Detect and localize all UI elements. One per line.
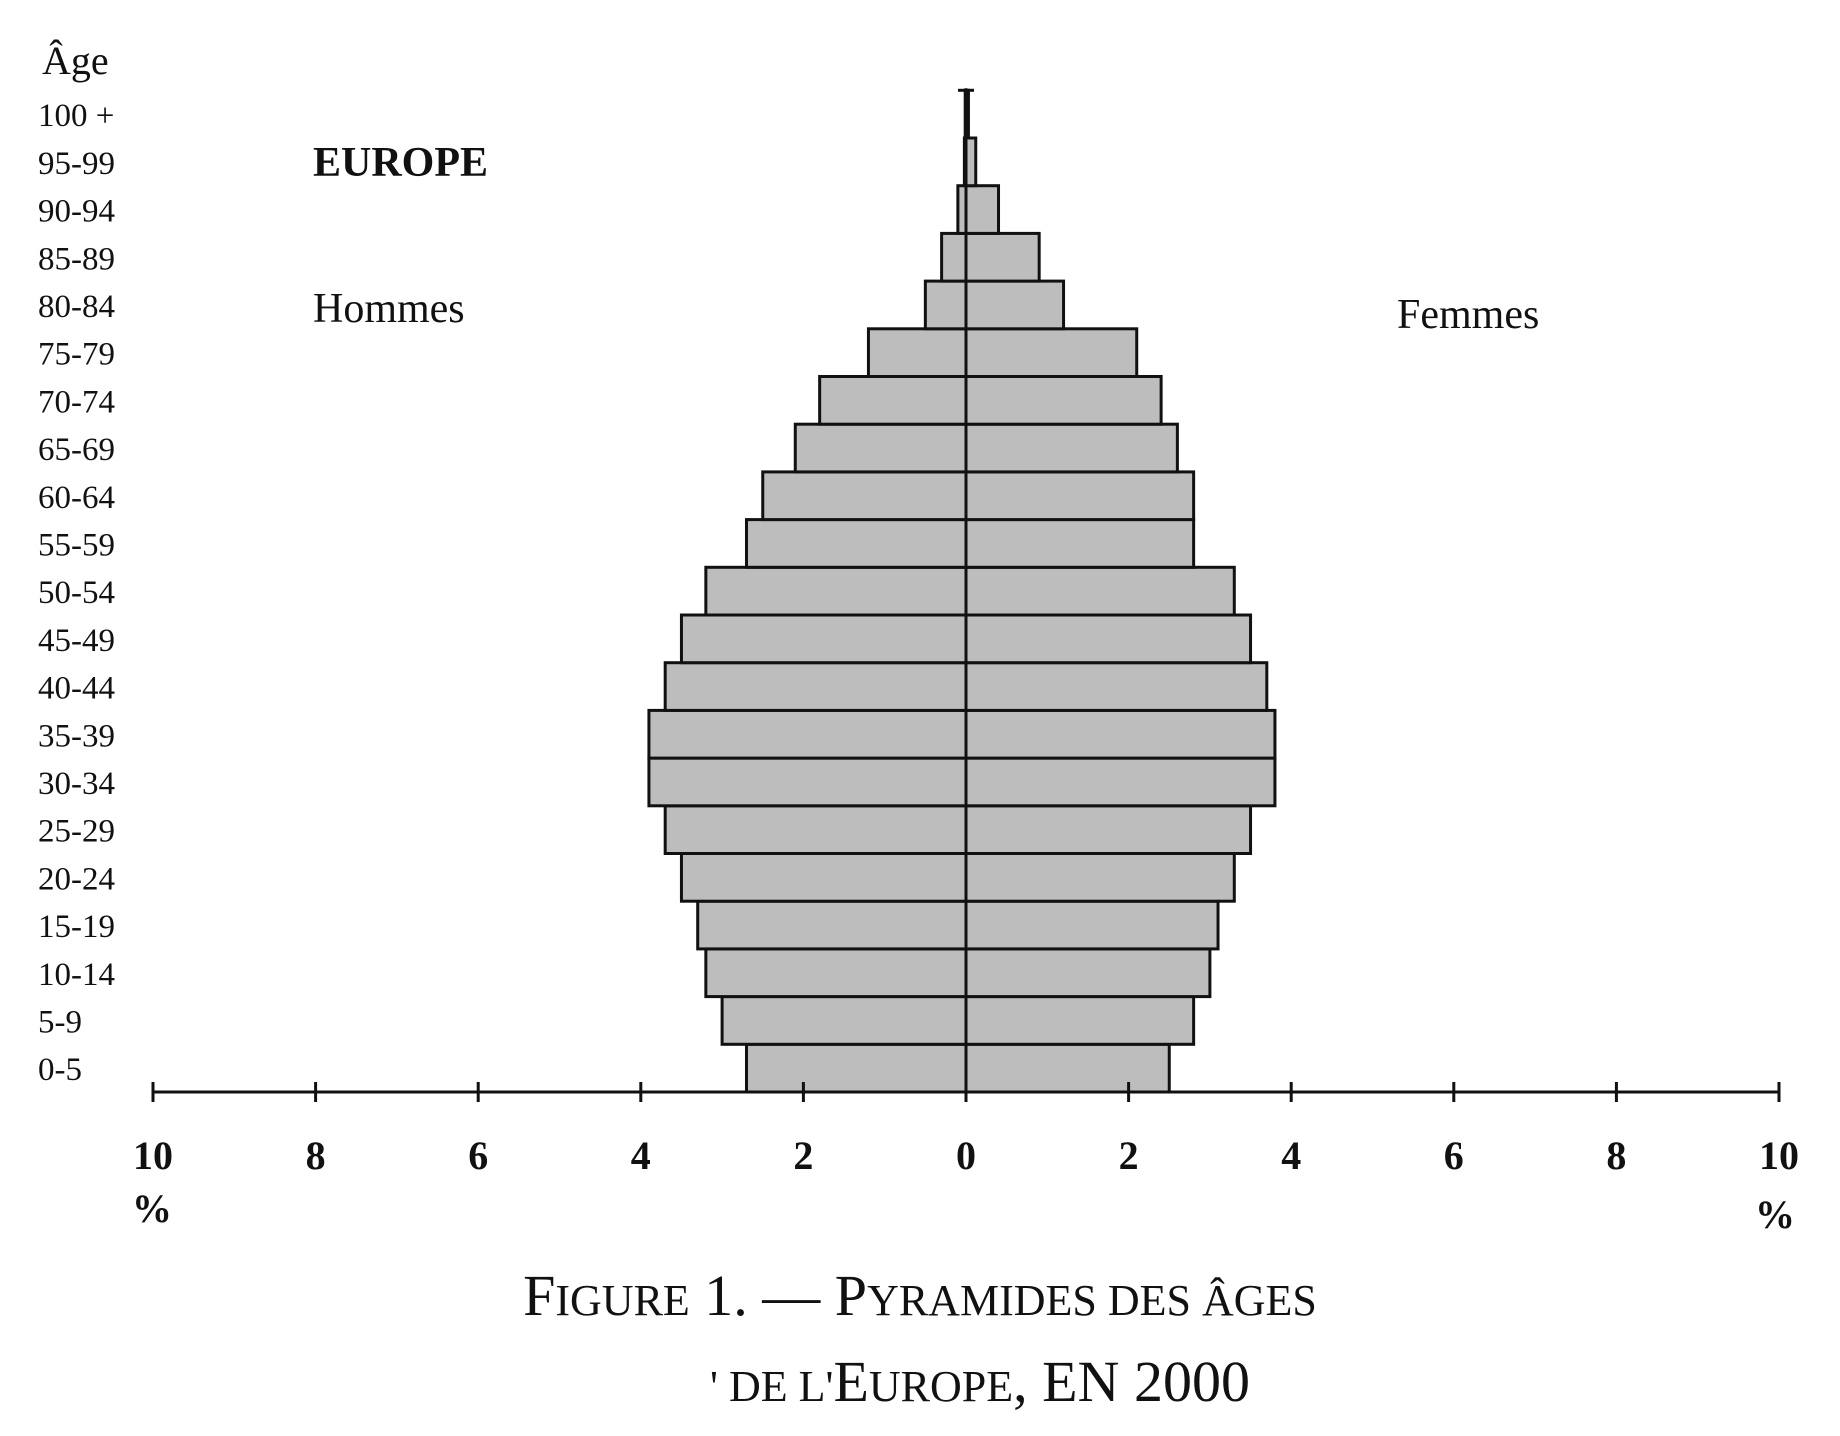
bar-femmes-0-5 [964,1042,1171,1094]
bar-femmes-70-74 [964,375,1163,426]
age-label-0-5: 0-5 [38,1052,82,1088]
unit-label-right: % [1755,1192,1795,1237]
age-label-60-64: 60-64 [38,480,115,516]
bar-femmes-65-69 [964,422,1179,474]
caption-small-caps-igure: IGURE [555,1276,690,1325]
age-label-70-74: 70-74 [38,384,115,420]
bar-hommes-40-44 [663,661,968,712]
bar-femmes-10-14 [964,947,1212,999]
bar-hommes-35-39 [647,708,968,760]
age-label-90-94: 90-94 [38,194,115,230]
bar-hommes-0-5 [744,1042,968,1094]
x-tick-label-2: 6 [468,1133,488,1178]
bar-hommes-70-74 [818,375,968,426]
age-label-20-24: 20-24 [38,861,115,897]
bar-femmes-85-89 [964,231,1041,283]
bar-hommes-45-49 [679,613,968,665]
bar-hommes-55-59 [744,518,968,569]
bar-femmes-35-39 [964,708,1277,760]
bars-group [647,88,1277,1094]
bar-hommes-25-29 [663,804,968,855]
bar-femmes-55-59 [964,518,1196,569]
unit-label-left: % [132,1186,172,1231]
left-side-label-hommes: Hommes [313,286,465,332]
figure-caption-line-1: FIGURE 1. — PYRAMIDES DES ÂGES [0,1262,1840,1329]
x-tick-label-0: 10 [133,1133,173,1178]
caption-small-caps-pyramides: YRAMIDES DES ÂGES [867,1276,1317,1325]
x-tick-label-10: 10 [1759,1133,1799,1178]
caption-year: , EN 2000 [1013,1349,1250,1414]
bar-femmes-40-44 [964,661,1269,712]
right-side-label-femmes: Femmes [1397,292,1539,338]
age-label-55-59: 55-59 [38,527,115,563]
age-label-25-29: 25-29 [38,814,115,850]
age-label-50-54: 50-54 [38,575,115,611]
age-label-65-69: 65-69 [38,432,115,468]
bar-hommes-65-69 [793,422,968,474]
age-label-5-9: 5-9 [38,1004,82,1040]
bar-hommes-80-84 [923,279,968,331]
bar-femmes-75-79 [964,327,1139,378]
age-label-100: 100 + [38,98,114,134]
age-label-10-14: 10-14 [38,957,115,993]
caption-line2-prefix: ' DE L' [710,1362,834,1411]
age-label-40-44: 40-44 [38,671,115,707]
bar-hommes-50-54 [704,565,968,617]
age-label-95-99: 95-99 [38,146,115,182]
bar-femmes-50-54 [964,565,1236,617]
bar-femmes-80-84 [964,279,1066,331]
x-tick-label-5: 0 [956,1133,976,1178]
age-axis-title: Âge [42,38,109,83]
bar-hommes-75-79 [866,327,968,378]
bar-femmes-20-24 [964,852,1236,903]
age-label-85-89: 85-89 [38,241,115,277]
bar-hommes-85-89 [940,231,968,283]
x-tick-label-3: 4 [631,1133,651,1178]
bar-femmes-90-94 [964,184,1001,235]
bar-hommes-10-14 [704,947,968,999]
caption-cap-f: F [523,1263,556,1328]
bar-femmes-15-19 [964,899,1220,951]
x-tick-label-8: 6 [1444,1133,1464,1178]
bar-hommes-30-34 [647,756,968,808]
figure-caption-line-2: ' DE L'EUROPE, EN 2000 [0,1348,1840,1415]
bar-femmes-5-9 [964,995,1196,1046]
bar-femmes-45-49 [964,613,1253,665]
caption-cap-e: E [833,1349,869,1414]
age-label-30-34: 30-34 [38,766,115,802]
bar-femmes-30-34 [964,756,1277,808]
caption-number: 1. — [689,1263,835,1328]
caption-cap-p: P [834,1263,868,1328]
x-tick-label-6: 2 [1119,1133,1139,1178]
age-labels-group: 0-5 5-9 10-14 15-19 20-24 25-29 30-34 35-39 40-4… [38,98,115,1088]
bar-hommes-20-24 [679,852,968,903]
bar-hommes-15-19 [696,899,968,951]
bar-femmes-25-29 [964,804,1253,855]
age-label-45-49: 45-49 [38,623,115,659]
x-axis: 10 8 6 4 2 0 2 4 6 8 10 [133,88,1799,1178]
x-tick-label-9: 8 [1606,1133,1626,1178]
x-tick-label-7: 4 [1281,1133,1301,1178]
age-label-35-39: 35-39 [38,718,115,754]
bar-hommes-5-9 [720,995,968,1046]
age-label-75-79: 75-79 [38,337,115,373]
bar-hommes-60-64 [761,470,968,522]
x-tick-label-4: 2 [793,1133,813,1178]
chart-title: EUROPE [313,140,488,186]
x-tick-label-1: 8 [306,1133,326,1178]
caption-small-caps-urope: UROPE [868,1362,1014,1411]
age-label-80-84: 80-84 [38,289,115,325]
bar-femmes-60-64 [964,470,1196,522]
age-label-15-19: 15-19 [38,909,115,945]
population-pyramid-chart: Âge EUROPE Hommes Femmes 0-5 5-9 10-14 15-1… [38,38,1799,1237]
